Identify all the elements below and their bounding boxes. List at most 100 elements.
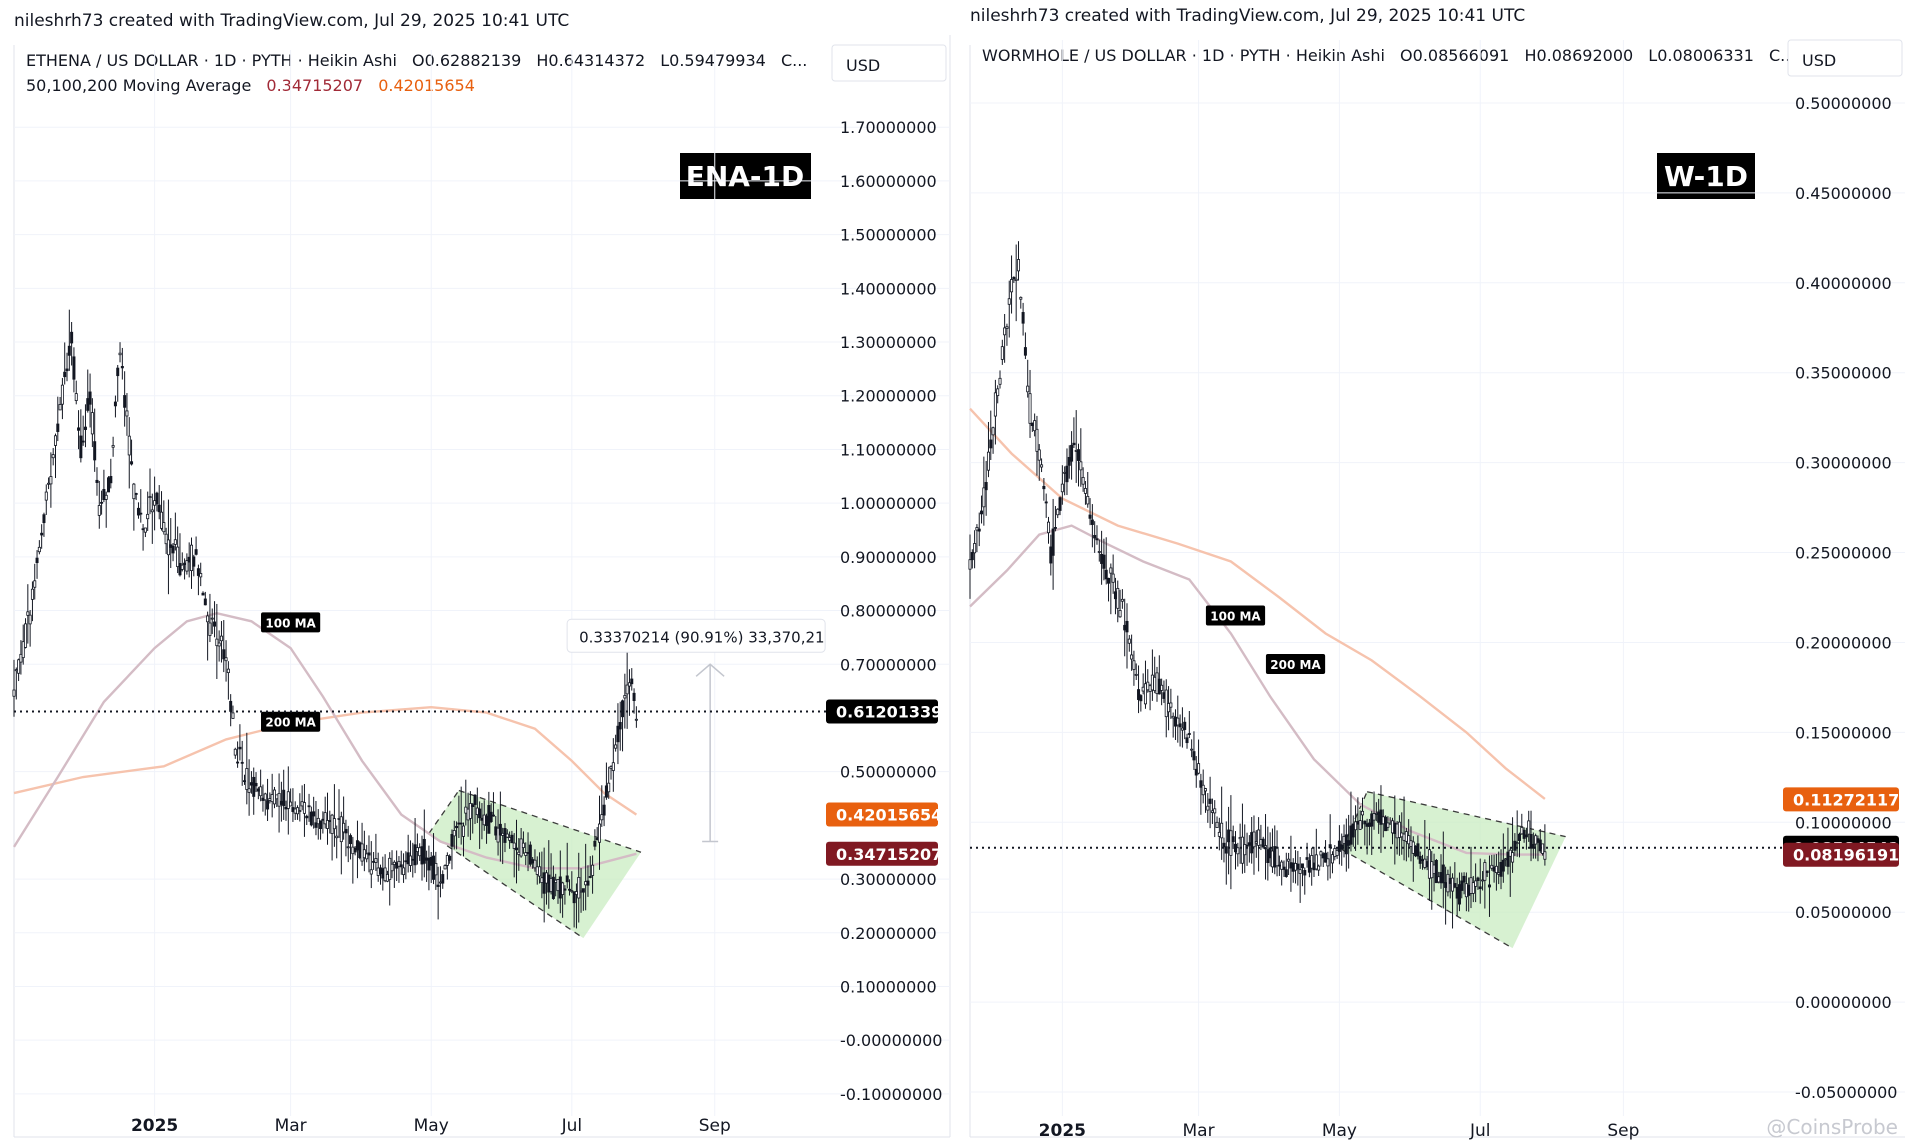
candle-body xyxy=(1335,850,1339,856)
candle-body xyxy=(1446,873,1450,893)
candle-body xyxy=(1016,259,1020,272)
ma-tag-box xyxy=(261,612,321,633)
candle-body xyxy=(570,890,574,893)
candle-body xyxy=(572,891,576,904)
candle-body xyxy=(1257,829,1261,846)
candle-body xyxy=(139,512,143,515)
svg-text:50,100,200 Moving Average: 50,100,200 Moving Average 0.34715207 0.4… xyxy=(26,76,475,95)
candle-body xyxy=(127,435,131,456)
candle-body xyxy=(1238,836,1242,840)
y-tick-label: 1.70000000 xyxy=(840,118,937,137)
measure-label-box xyxy=(566,618,826,653)
candle-body xyxy=(153,500,157,506)
price-label: 0.11272117 xyxy=(1793,790,1899,809)
price-label-box xyxy=(1783,787,1899,812)
candle-body xyxy=(1169,702,1173,708)
candle-body xyxy=(111,445,115,448)
candle-body xyxy=(1070,444,1074,462)
ohlc-open: 0.08566091 xyxy=(1413,46,1510,65)
candle-body xyxy=(252,776,256,797)
candle-body xyxy=(72,356,76,380)
candle-body xyxy=(561,882,565,895)
candle-body xyxy=(1478,886,1482,890)
watermark: @CoinsProbe xyxy=(1766,1115,1898,1139)
candle-body xyxy=(1441,864,1445,884)
candle-body xyxy=(614,744,618,749)
candle-body xyxy=(1294,863,1298,871)
x-tick-label: 2025 xyxy=(131,1116,178,1136)
candle-body xyxy=(1460,880,1464,891)
candle-body xyxy=(233,748,237,756)
price-label: 0.61201339 xyxy=(836,703,942,722)
candle-body xyxy=(1063,471,1067,474)
candle-body xyxy=(1118,610,1122,618)
candle-body xyxy=(1492,866,1496,872)
candle-body xyxy=(300,801,304,807)
candle-body xyxy=(362,849,366,859)
y-tick-label: 0.50000000 xyxy=(840,763,937,782)
candle-body xyxy=(97,505,101,516)
candle-body xyxy=(1391,820,1395,834)
candle-body xyxy=(436,884,440,887)
candle-body xyxy=(210,617,214,620)
candle-body xyxy=(307,805,311,808)
y-tick-label: 0.80000000 xyxy=(840,602,937,621)
candle-body xyxy=(240,761,244,764)
candle-body xyxy=(1423,858,1427,868)
candle-body xyxy=(422,838,426,864)
candle-body xyxy=(1051,528,1055,556)
candle-body xyxy=(47,482,51,485)
candle-body xyxy=(1374,813,1378,815)
candle-body xyxy=(1432,864,1436,874)
currency-box[interactable]: USD xyxy=(1787,39,1903,77)
candle-body xyxy=(180,564,184,570)
candle-body xyxy=(1162,692,1166,699)
badge-text: ENA-1D xyxy=(686,160,805,193)
candle-body xyxy=(584,881,588,886)
candle-body xyxy=(160,511,164,529)
candle-body xyxy=(586,880,590,886)
candle-body xyxy=(1030,422,1034,427)
candle-body xyxy=(136,507,140,516)
candle-body xyxy=(270,794,274,803)
candle-body xyxy=(1058,497,1062,511)
candle-body xyxy=(1504,858,1508,861)
candle-body xyxy=(79,435,83,459)
y-tick-label: 1.10000000 xyxy=(840,440,937,459)
candle-body xyxy=(425,857,429,861)
candle-body xyxy=(1254,841,1258,844)
candle-body xyxy=(146,513,150,520)
candle-body xyxy=(1127,638,1131,644)
candle-body xyxy=(1381,816,1385,825)
candle-body xyxy=(1494,865,1498,874)
candle-body xyxy=(1536,838,1540,843)
candle-body xyxy=(104,494,108,500)
y-tick-label: -0.05000000 xyxy=(1795,1083,1897,1102)
candle-body xyxy=(272,789,276,805)
candle-body xyxy=(980,510,984,515)
ohlc-close: C... xyxy=(781,51,807,70)
candle-body xyxy=(148,496,152,498)
candle-body xyxy=(1448,878,1452,884)
candle-body xyxy=(494,826,498,836)
candle-body xyxy=(1483,862,1487,881)
candle-body xyxy=(1312,862,1316,871)
candle-body xyxy=(487,805,491,834)
candle-body xyxy=(26,611,30,616)
y-tick-label: 1.50000000 xyxy=(840,226,937,245)
currency-box[interactable]: USD xyxy=(831,44,947,82)
candle-body xyxy=(226,668,230,674)
candle-body xyxy=(1434,859,1438,884)
w-panel: nileshrh73 created with TradingView.com,… xyxy=(968,6,1905,1141)
candle-body xyxy=(568,888,572,891)
candle-body xyxy=(996,388,1000,397)
candle-body xyxy=(1203,788,1207,792)
candle-body xyxy=(975,527,979,531)
candle-body xyxy=(1178,723,1182,728)
y-tick-label: -0.10000000 xyxy=(840,1085,942,1104)
candle-body xyxy=(1367,822,1371,827)
candle-body xyxy=(275,794,279,800)
candle-body xyxy=(515,847,519,851)
y-tick-label: 0.15000000 xyxy=(1795,723,1892,742)
candle-body xyxy=(1497,872,1501,875)
